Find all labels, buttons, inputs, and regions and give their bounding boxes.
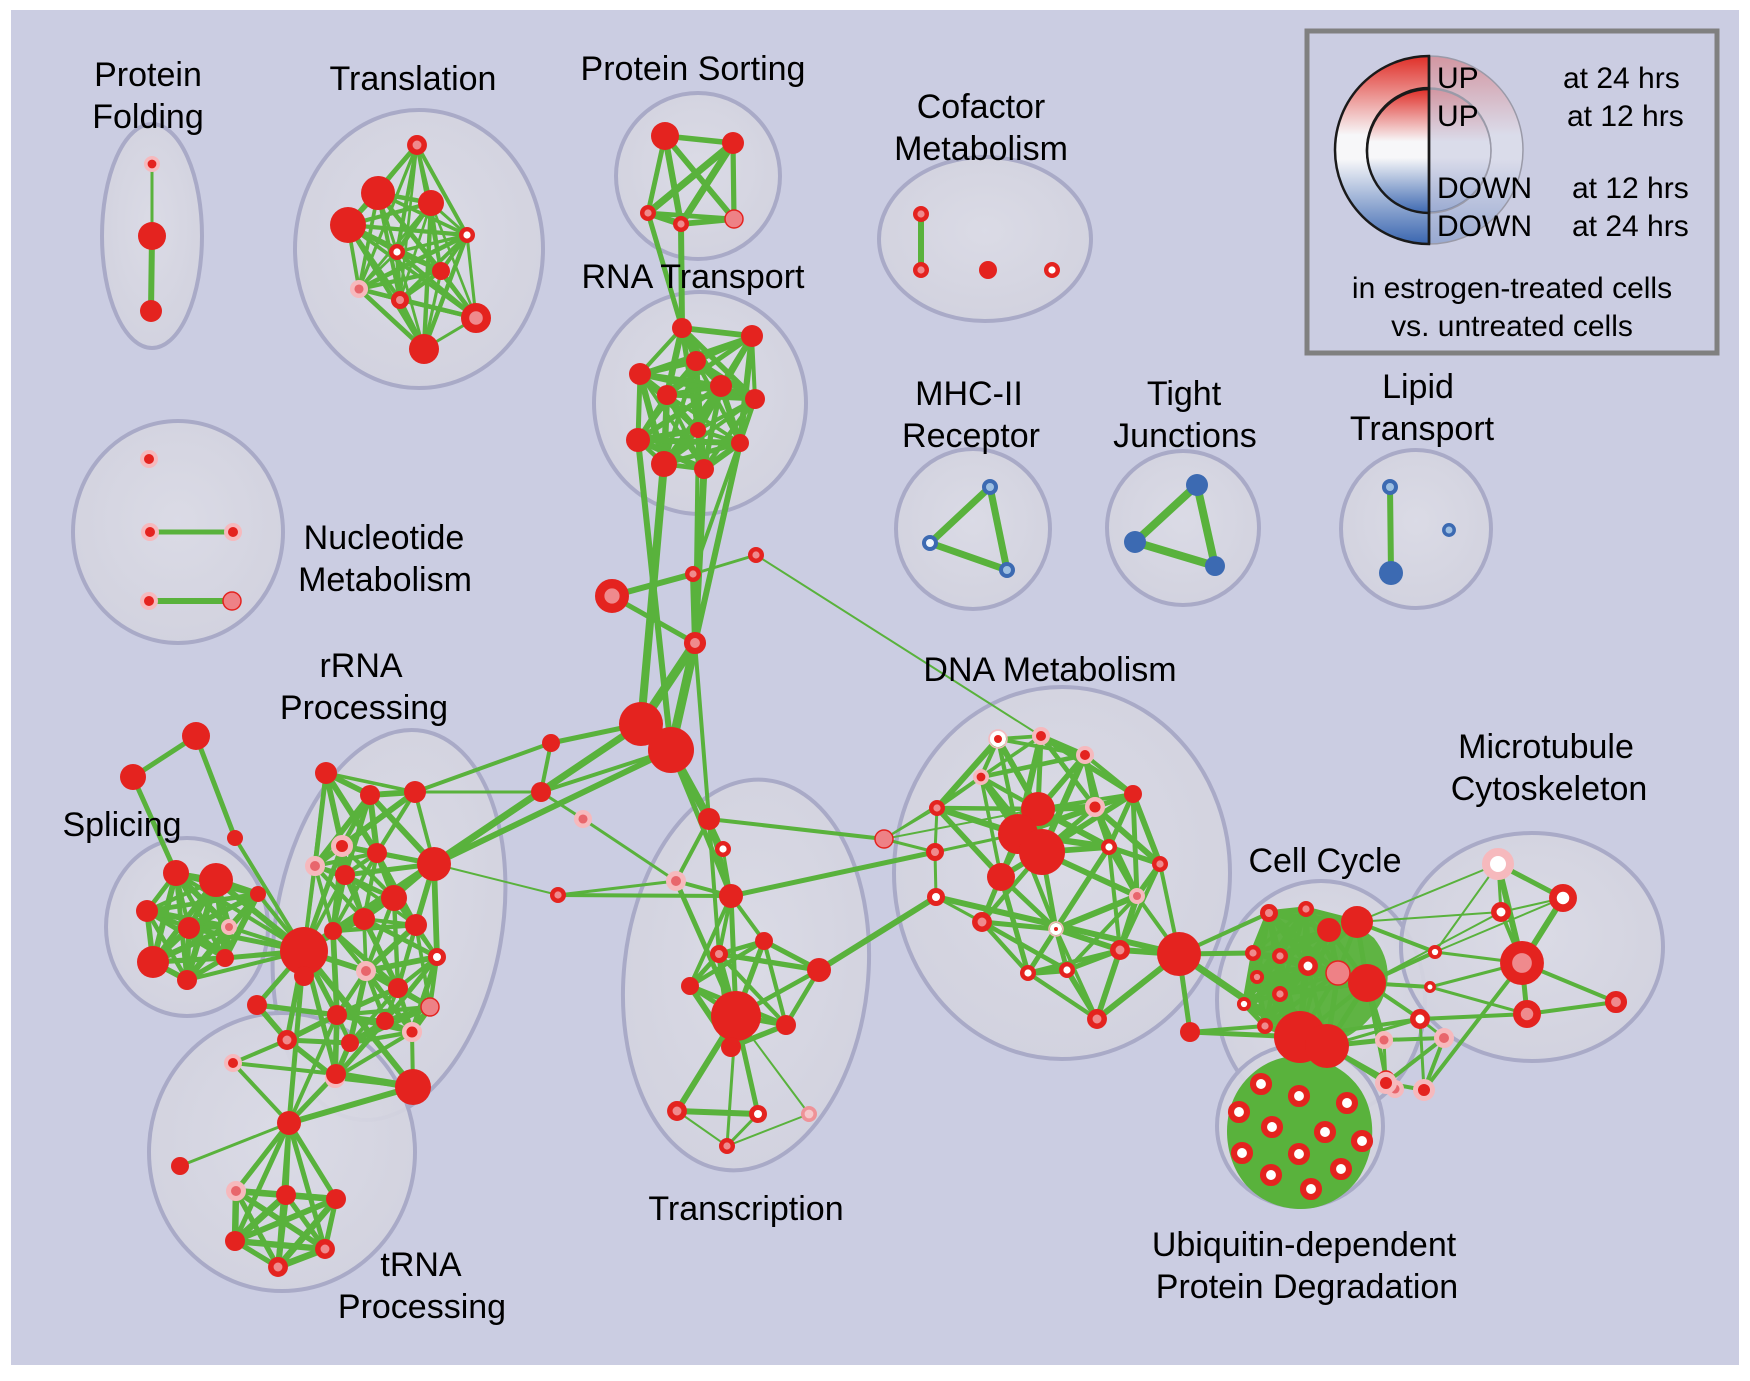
svg-text:Splicing: Splicing	[62, 806, 181, 844]
svg-text:Protein: Protein	[94, 56, 202, 94]
svg-text:at 24 hrs: at 24 hrs	[1563, 62, 1680, 95]
svg-text:Protein Sorting: Protein Sorting	[581, 50, 806, 88]
svg-text:Folding: Folding	[92, 98, 204, 136]
svg-text:Metabolism: Metabolism	[894, 130, 1068, 168]
svg-text:Microtubule: Microtubule	[1458, 728, 1634, 766]
svg-text:Nucleotide: Nucleotide	[304, 519, 465, 557]
svg-text:at 12 hrs: at 12 hrs	[1572, 172, 1689, 205]
svg-text:rRNA: rRNA	[319, 647, 402, 685]
svg-text:Tight: Tight	[1147, 375, 1222, 413]
svg-text:DNA Metabolism: DNA Metabolism	[923, 651, 1176, 689]
svg-text:Processing: Processing	[280, 689, 448, 727]
svg-text:Receptor: Receptor	[902, 417, 1040, 455]
svg-text:Ubiquitin-dependent: Ubiquitin-dependent	[1152, 1226, 1457, 1264]
svg-text:Cofactor: Cofactor	[917, 88, 1046, 126]
svg-text:vs. untreated cells: vs. untreated cells	[1391, 310, 1633, 343]
svg-text:UP: UP	[1437, 100, 1479, 133]
svg-text:Translation: Translation	[330, 60, 497, 98]
svg-text:Cytoskeleton: Cytoskeleton	[1451, 770, 1648, 808]
svg-text:in estrogen-treated cells: in estrogen-treated cells	[1352, 272, 1672, 305]
svg-text:Junctions: Junctions	[1113, 417, 1257, 455]
svg-text:DOWN: DOWN	[1437, 172, 1532, 205]
svg-text:at 12 hrs: at 12 hrs	[1567, 100, 1684, 133]
svg-text:Metabolism: Metabolism	[298, 561, 472, 599]
svg-text:Protein Degradation: Protein Degradation	[1156, 1268, 1458, 1306]
svg-text:UP: UP	[1437, 62, 1479, 95]
svg-text:MHC-II: MHC-II	[915, 375, 1023, 413]
svg-text:Cell Cycle: Cell Cycle	[1248, 842, 1401, 880]
svg-text:Transport: Transport	[1350, 410, 1495, 448]
svg-text:RNA Transport: RNA Transport	[582, 258, 806, 296]
svg-text:Processing: Processing	[338, 1288, 506, 1326]
svg-text:at 24 hrs: at 24 hrs	[1572, 210, 1689, 243]
svg-text:tRNA: tRNA	[380, 1246, 462, 1284]
svg-text:DOWN: DOWN	[1437, 210, 1532, 243]
svg-text:Transcription: Transcription	[648, 1190, 843, 1228]
svg-text:Lipid: Lipid	[1382, 368, 1454, 406]
